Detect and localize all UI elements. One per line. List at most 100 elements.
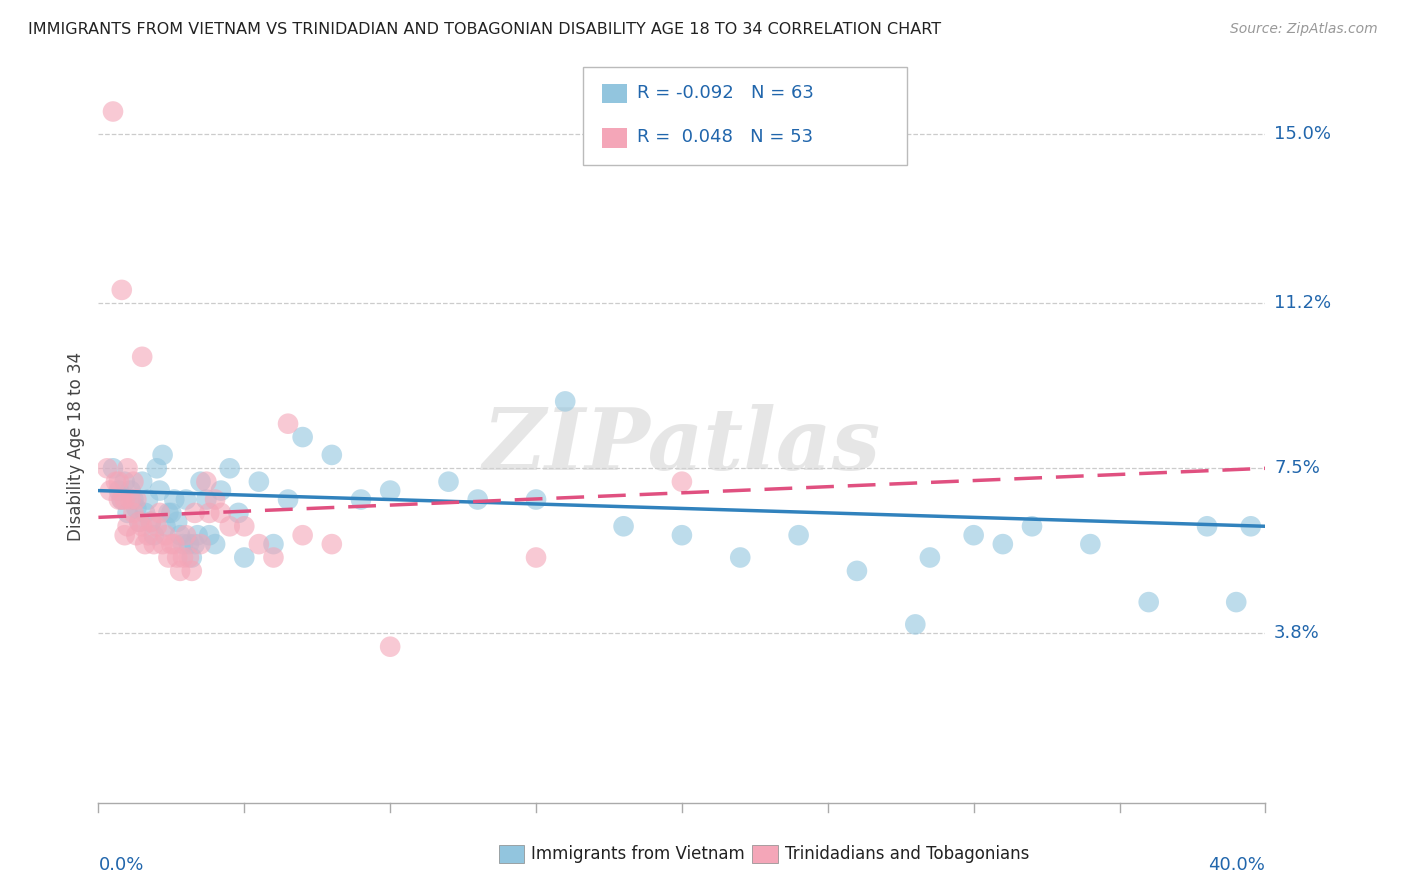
Point [169, 528, 191, 542]
Point [142, 528, 165, 542]
Point [172, 537, 194, 551]
Text: 3.8%: 3.8% [1274, 624, 1320, 642]
Point [108, 475, 131, 489]
Point [262, 537, 284, 551]
Point [146, 461, 169, 475]
Point [169, 564, 191, 578]
Text: 11.2%: 11.2% [1274, 294, 1331, 312]
Point [904, 617, 927, 632]
Point [183, 506, 205, 520]
Point [190, 537, 212, 551]
Point [122, 475, 145, 489]
Text: ZIPatlas: ZIPatlas [482, 404, 882, 488]
Point [198, 506, 221, 520]
Point [183, 537, 205, 551]
Point [524, 550, 547, 565]
Point [108, 483, 131, 498]
Point [166, 550, 188, 565]
Point [114, 475, 136, 489]
Point [671, 528, 693, 542]
Point [1195, 519, 1218, 533]
Point [125, 492, 148, 507]
Point [131, 519, 153, 533]
Point [111, 492, 134, 507]
Point [166, 515, 188, 529]
Point [321, 448, 343, 462]
Point [291, 430, 314, 444]
Point [134, 537, 156, 551]
Point [218, 519, 240, 533]
Point [437, 475, 460, 489]
Point [117, 461, 139, 475]
Point [149, 506, 172, 520]
Point [160, 506, 183, 520]
Point [101, 461, 124, 475]
Point [174, 492, 197, 507]
Point [195, 475, 218, 489]
Point [139, 515, 162, 529]
Point [291, 528, 314, 542]
Point [228, 506, 250, 520]
Point [125, 501, 148, 516]
Point [160, 537, 183, 551]
Point [380, 483, 402, 498]
Text: 7.5%: 7.5% [1274, 459, 1320, 477]
Point [131, 350, 153, 364]
Point [247, 537, 270, 551]
Point [146, 519, 169, 533]
Point [962, 528, 984, 542]
Point [139, 515, 162, 529]
Point [134, 506, 156, 520]
Point [152, 448, 174, 462]
Point [174, 528, 197, 542]
Point [128, 515, 150, 529]
Point [177, 537, 200, 551]
Point [122, 506, 145, 520]
Point [149, 483, 172, 498]
Point [1240, 519, 1263, 533]
Point [262, 550, 284, 565]
Point [218, 461, 240, 475]
Point [163, 537, 186, 551]
Point [277, 492, 299, 507]
Text: Immigrants from Vietnam: Immigrants from Vietnam [531, 845, 745, 863]
Text: Source: ZipAtlas.com: Source: ZipAtlas.com [1230, 22, 1378, 37]
Point [380, 640, 402, 654]
Point [1137, 595, 1160, 609]
Text: R =  0.048   N = 53: R = 0.048 N = 53 [637, 128, 813, 146]
Point [152, 537, 174, 551]
Point [131, 475, 153, 489]
Point [114, 528, 136, 542]
Point [98, 483, 121, 498]
Point [198, 528, 221, 542]
Text: IMMIGRANTS FROM VIETNAM VS TRINIDADIAN AND TOBAGONIAN DISABILITY AGE 18 TO 34 CO: IMMIGRANTS FROM VIETNAM VS TRINIDADIAN A… [28, 22, 941, 37]
Text: R = -0.092   N = 63: R = -0.092 N = 63 [637, 84, 814, 102]
Point [195, 492, 218, 507]
Text: 40.0%: 40.0% [1209, 856, 1265, 874]
Point [163, 492, 186, 507]
Point [204, 492, 226, 507]
Point [142, 537, 165, 551]
Point [209, 483, 232, 498]
Point [136, 492, 159, 507]
Point [321, 537, 343, 551]
Point [1225, 595, 1247, 609]
Point [277, 417, 299, 431]
Point [846, 564, 869, 578]
Point [155, 528, 177, 542]
Point [524, 492, 547, 507]
Point [233, 519, 256, 533]
Point [787, 528, 810, 542]
Y-axis label: Disability Age 18 to 34: Disability Age 18 to 34 [66, 351, 84, 541]
Point [350, 492, 373, 507]
Point [467, 492, 489, 507]
Point [180, 564, 202, 578]
Point [918, 550, 941, 565]
Point [180, 550, 202, 565]
Point [114, 492, 136, 507]
Point [108, 492, 131, 507]
Point [104, 475, 127, 489]
Point [128, 515, 150, 529]
Text: Trinidadians and Tobagonians: Trinidadians and Tobagonians [785, 845, 1029, 863]
Point [111, 492, 134, 507]
